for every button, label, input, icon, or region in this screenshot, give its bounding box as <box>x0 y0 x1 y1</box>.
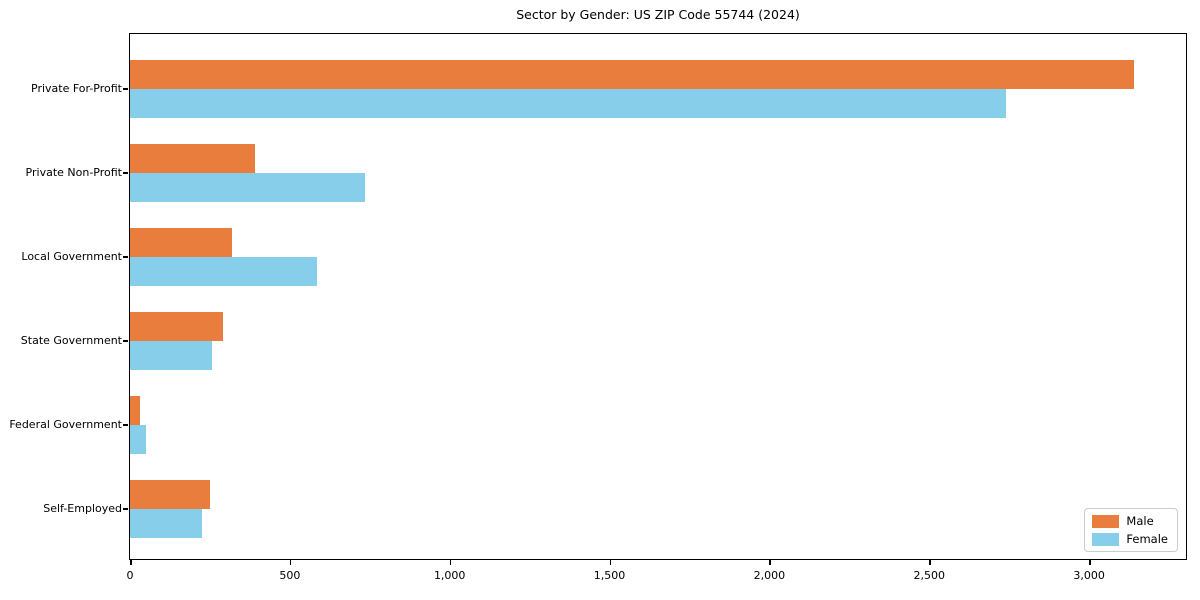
x-tick-500 <box>289 559 292 565</box>
x-tick-label-3000: 3,000 <box>1073 569 1105 582</box>
x-tick-label-1000: 1,000 <box>433 569 466 582</box>
y-tick-self-employed <box>123 508 128 510</box>
y-tick-private-for-profit <box>123 88 128 90</box>
x-tick-3000 <box>1089 559 1091 565</box>
bar-female-federal-government <box>130 425 146 454</box>
plot-area: Male Female Private For-Profit Private Non… <box>9 33 1187 582</box>
y-tick-local-government <box>123 256 128 258</box>
y-label-private-for-profit: Private For-Profit <box>31 82 122 95</box>
legend-swatch-male <box>1092 514 1120 528</box>
legend: Male Female <box>1084 508 1178 552</box>
bar-male-private-for-profit <box>130 60 1134 89</box>
x-tick-1000 <box>449 559 452 565</box>
bar-male-federal-government <box>130 396 140 425</box>
x-tick-label-2000: 2,000 <box>753 569 786 582</box>
x-tick-1500 <box>609 559 612 565</box>
y-tick-federal-government <box>123 424 128 426</box>
x-tick-label-2500: 2,500 <box>913 569 945 582</box>
x-tick-label-1500: 1,500 <box>593 569 626 582</box>
bar-female-private-for-profit <box>130 89 1006 118</box>
bar-male-private-non-profit <box>130 144 255 173</box>
legend-label-male: Male <box>1126 514 1154 528</box>
y-tick-private-non-profit <box>123 172 128 174</box>
legend-label-female: Female <box>1126 532 1168 546</box>
chart-title: Sector by Gender: US ZIP Code 55744 (202… <box>516 7 800 22</box>
bar-female-private-non-profit <box>130 173 365 202</box>
y-label-state-government: State Government <box>20 334 122 347</box>
bar-female-state-government <box>130 341 212 370</box>
bar-male-self-employed <box>130 480 210 509</box>
bar-female-local-government <box>130 257 318 286</box>
legend-row-male: Male <box>1092 514 1168 528</box>
y-label-local-government: Local Government <box>21 250 122 263</box>
y-label-federal-government: Federal Government <box>9 418 122 431</box>
bar-male-local-government <box>130 228 233 257</box>
legend-row-female: Female <box>1092 532 1168 546</box>
x-tick-label-0: 0 <box>126 569 134 582</box>
x-tick-2000 <box>769 559 771 565</box>
x-tick-0 <box>130 559 132 565</box>
bar-male-state-government <box>130 312 223 341</box>
x-tick-2500 <box>929 559 931 565</box>
y-label-private-non-profit: Private Non-Profit <box>25 166 122 179</box>
x-tick-label-500: 500 <box>279 569 301 582</box>
y-label-self-employed: Self-Employed <box>43 502 122 515</box>
bar-female-self-employed <box>130 509 202 538</box>
legend-swatch-female <box>1092 532 1120 546</box>
y-tick-state-government <box>123 340 128 342</box>
